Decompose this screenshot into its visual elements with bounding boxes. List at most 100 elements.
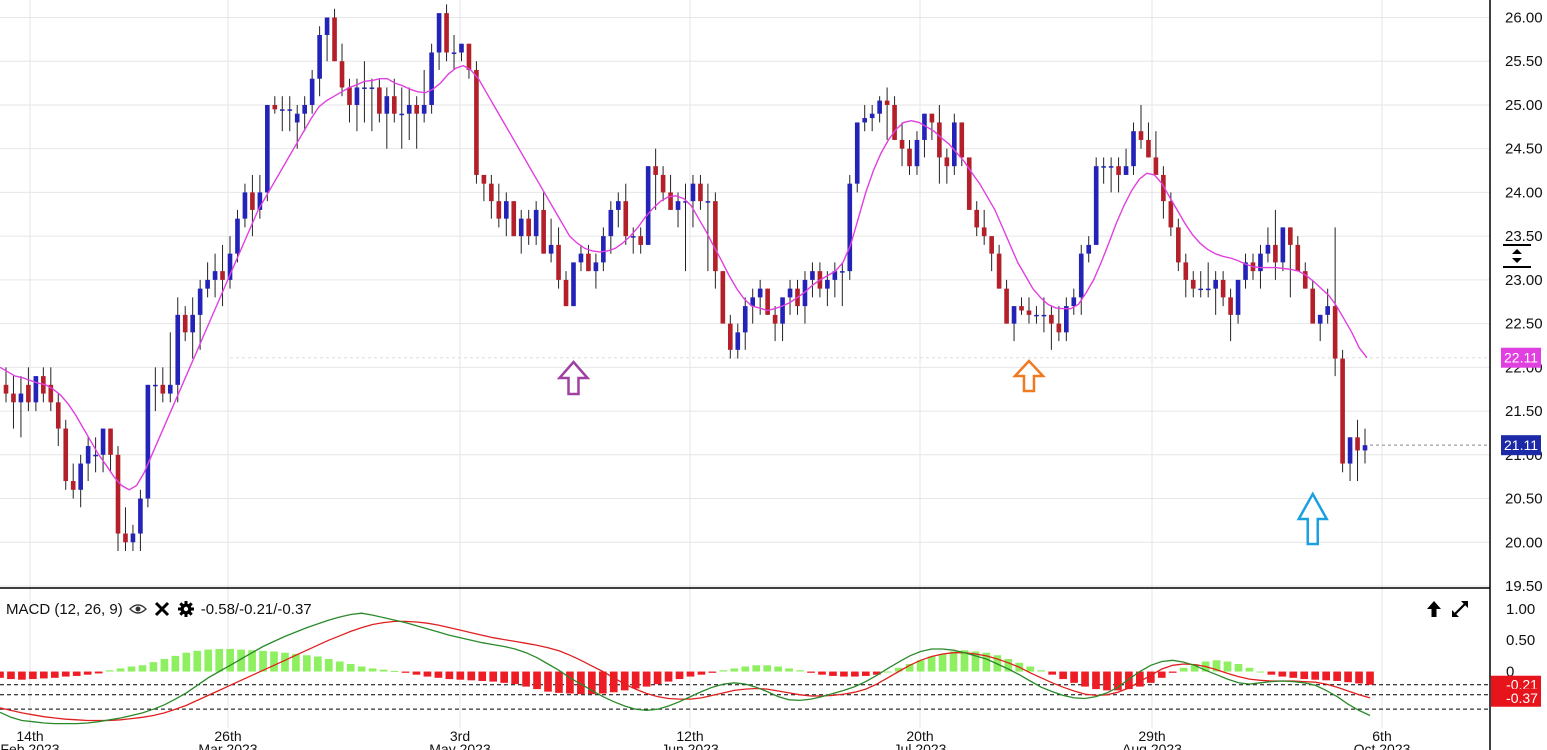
macd-hist-bar (1190, 664, 1199, 672)
macd-hist-bar (883, 671, 892, 673)
candle-body (1310, 288, 1316, 324)
macd-hist-bar (872, 671, 881, 675)
macd-hist-bar (598, 671, 607, 694)
candle-body (145, 384, 151, 499)
candle-body (1004, 288, 1009, 324)
candle-body (951, 122, 957, 167)
pane-controls (1424, 599, 1470, 619)
x-tick-day: 29th (1138, 728, 1165, 744)
macd-hist-bar (445, 671, 454, 680)
macd-hist-bar (193, 650, 202, 672)
macd-histogram (0, 648, 1374, 695)
expand-icon[interactable] (1450, 599, 1470, 619)
macd-hist-bar (456, 671, 465, 680)
x-tick-month: Jul 2023 (894, 741, 947, 750)
macd-hist-bar (160, 659, 169, 672)
candle-body (884, 100, 890, 105)
gear-icon[interactable] (177, 600, 195, 618)
candle-body (772, 314, 778, 324)
macd-hist-bar (664, 671, 673, 682)
macd-hist-bar (149, 662, 158, 672)
candle-body (496, 201, 502, 219)
candle-body (1235, 279, 1241, 315)
candle-body (384, 96, 390, 114)
candle-body (1064, 306, 1069, 333)
candle-body (1317, 314, 1323, 324)
candle-body (862, 118, 868, 123)
macd-hist-bar (1048, 671, 1056, 675)
macd-hist-bar (609, 671, 618, 693)
y-tick-label: 19.50 (1505, 578, 1543, 595)
macd-hist-bar (796, 670, 804, 672)
candle-body (138, 498, 143, 534)
annotation-arrow-blue (1296, 491, 1329, 546)
candle-body (354, 87, 360, 105)
macd-hist-bar (1070, 671, 1078, 683)
signal-value-label: -0.37 (1506, 690, 1538, 706)
x-tick-month: Oct 2023 (1354, 741, 1411, 750)
candle-body (63, 428, 69, 482)
candle-body (526, 218, 532, 237)
macd-hist-bar (171, 655, 180, 672)
macd-hist-bar (1322, 671, 1330, 681)
macd-hist-bar (18, 671, 26, 680)
candle-body (451, 52, 457, 54)
candle-body (421, 104, 427, 114)
macd-hist-bar (303, 655, 311, 672)
candle-body (436, 13, 442, 53)
y-tick-label: 23.00 (1505, 272, 1543, 289)
candle-body (459, 43, 464, 53)
candle-body (937, 122, 942, 158)
macd-hist-bar (851, 671, 859, 677)
x-tick-day: 6th (1372, 728, 1391, 744)
macd-hist-bar (237, 649, 245, 672)
macd-hist-bar (686, 671, 695, 677)
candle-body (1019, 306, 1024, 311)
macd-hist-bar (1212, 660, 1221, 672)
candle-body (182, 314, 188, 333)
macd-hist-bar (1114, 671, 1122, 691)
candle-body (780, 297, 785, 324)
candle-body (33, 376, 39, 403)
scale-icon[interactable] (1502, 243, 1532, 271)
macd-hist-bar (94, 671, 103, 674)
annotation-arrow-orange (1012, 359, 1046, 393)
macd-hist-bar (0, 671, 4, 678)
candle-body (324, 17, 330, 35)
candle-body (466, 43, 472, 70)
candle-body (1243, 262, 1248, 280)
macd-hist-bar (1168, 671, 1177, 673)
macd-hist-bar (653, 671, 662, 685)
candle-body (966, 157, 972, 210)
macd-hist-bar (960, 650, 969, 672)
macd-hist-bar (1289, 671, 1298, 678)
macd-hist-bar (1234, 664, 1243, 672)
eye-icon[interactable] (128, 600, 147, 618)
candle-body (548, 244, 554, 254)
macd-hist-bar (905, 664, 914, 672)
macd-hist-bar (324, 659, 333, 672)
candle-body (369, 87, 375, 89)
candle-body (892, 104, 897, 140)
candle-body (683, 201, 688, 203)
candle-body (1056, 323, 1062, 333)
candle-body (981, 227, 987, 237)
candle-body (11, 393, 16, 403)
candle-body (1220, 279, 1226, 298)
candle-body (869, 113, 875, 119)
close-icon[interactable] (153, 600, 171, 618)
macd-hist-bar (675, 671, 684, 680)
macd-hist-bar (138, 665, 147, 672)
x-tick-day: 14th (16, 728, 43, 744)
arrow-up-icon[interactable] (1424, 599, 1444, 619)
macd-hist-bar (982, 652, 991, 672)
candle-body (586, 253, 591, 272)
candle-body (653, 166, 658, 175)
candle-body (272, 104, 278, 110)
macd-hist-bar (259, 650, 267, 672)
candle-body (1011, 306, 1017, 324)
candle-body (93, 454, 98, 457)
macd-hist-bar (1136, 671, 1144, 687)
